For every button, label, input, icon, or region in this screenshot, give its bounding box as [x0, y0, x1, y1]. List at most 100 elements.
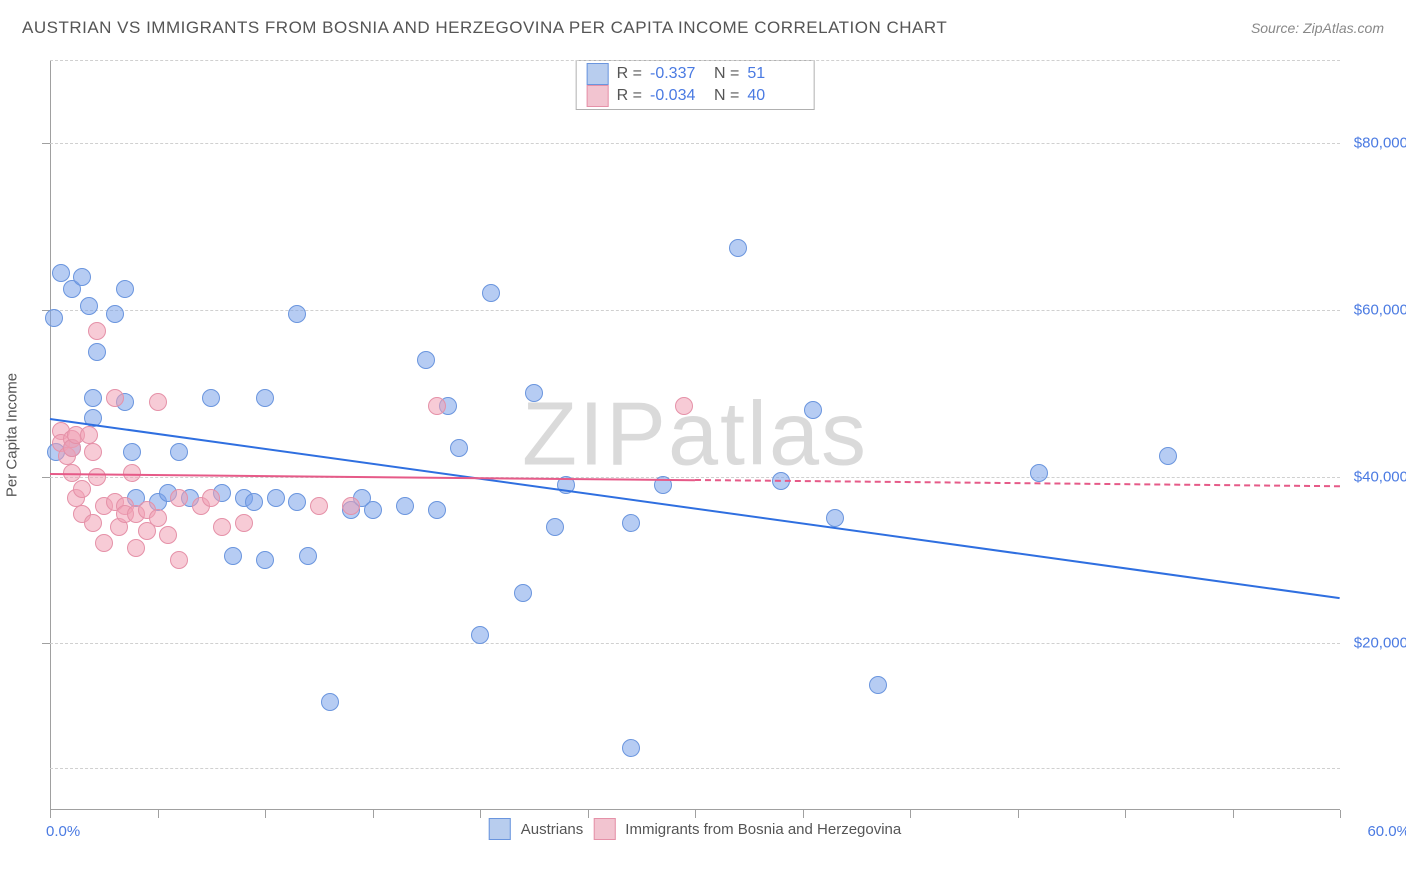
data-point	[364, 501, 382, 519]
x-tick	[265, 810, 266, 818]
data-point	[471, 626, 489, 644]
data-point	[88, 322, 106, 340]
data-point	[675, 397, 693, 415]
data-point	[417, 351, 435, 369]
legend-series-label: Immigrants from Bosnia and Herzegovina	[625, 821, 901, 838]
legend-n-label: N =	[714, 87, 739, 105]
data-point	[73, 480, 91, 498]
data-point	[525, 384, 543, 402]
gridline	[50, 310, 1340, 311]
data-point	[123, 464, 141, 482]
legend-n-label: N =	[714, 65, 739, 83]
data-point	[80, 426, 98, 444]
data-point	[482, 284, 500, 302]
gridline	[50, 60, 1340, 61]
legend-r-label: R =	[617, 65, 642, 83]
data-point	[450, 439, 468, 457]
gridline	[50, 143, 1340, 144]
data-point	[622, 739, 640, 757]
data-point	[170, 489, 188, 507]
data-point	[95, 534, 113, 552]
data-point	[235, 514, 253, 532]
scatter-plot: ZIPatlas R =-0.337N =51R =-0.034N =40 $2…	[50, 60, 1340, 810]
x-tick	[910, 810, 911, 818]
data-point	[80, 297, 98, 315]
data-point	[310, 497, 328, 515]
legend-swatch	[587, 63, 609, 85]
data-point	[245, 493, 263, 511]
data-point	[170, 443, 188, 461]
chart-title: AUSTRIAN VS IMMIGRANTS FROM BOSNIA AND H…	[22, 18, 947, 38]
data-point	[106, 305, 124, 323]
data-point	[1030, 464, 1048, 482]
data-point	[1159, 447, 1177, 465]
y-tick	[42, 643, 50, 644]
x-tick	[1125, 810, 1126, 818]
data-point	[428, 501, 446, 519]
data-point	[321, 693, 339, 711]
data-point	[256, 551, 274, 569]
data-point	[202, 389, 220, 407]
data-point	[127, 539, 145, 557]
gridline	[50, 768, 1340, 769]
legend-n-value: 40	[747, 87, 803, 105]
data-point	[224, 547, 242, 565]
x-max-label: 60.0%	[1367, 823, 1406, 840]
x-tick	[373, 810, 374, 818]
watermark: ZIPatlas	[522, 384, 868, 487]
legend-swatch	[593, 818, 615, 840]
source-label: Source: ZipAtlas.com	[1251, 20, 1384, 36]
data-point	[804, 401, 822, 419]
data-point	[288, 493, 306, 511]
legend-n-value: 51	[747, 65, 803, 83]
data-point	[88, 468, 106, 486]
y-axis-label: Per Capita Income	[4, 373, 21, 497]
data-point	[267, 489, 285, 507]
legend-stat-row: R = -0.034 N = 40	[587, 85, 804, 107]
data-point	[84, 443, 102, 461]
data-point	[149, 393, 167, 411]
data-point	[88, 343, 106, 361]
data-point	[149, 509, 167, 527]
data-point	[106, 389, 124, 407]
data-point	[869, 676, 887, 694]
x-tick	[50, 810, 51, 818]
data-point	[256, 389, 274, 407]
x-tick	[695, 810, 696, 818]
data-point	[213, 518, 231, 536]
legend-swatch	[587, 85, 609, 107]
legend-stats: R = -0.337 N = 51 R = -0.034 N = 40	[576, 60, 815, 110]
data-point	[622, 514, 640, 532]
x-min-label: 0.0%	[46, 823, 80, 840]
x-tick	[1340, 810, 1341, 818]
legend-r-label: R =	[617, 87, 642, 105]
x-tick	[1233, 810, 1234, 818]
legend-r-value: -0.337	[650, 65, 706, 83]
data-point	[123, 443, 141, 461]
data-point	[116, 280, 134, 298]
x-tick	[158, 810, 159, 818]
data-point	[428, 397, 446, 415]
y-tick-label: $80,000	[1354, 135, 1406, 152]
legend-series-label: Austrians	[521, 821, 584, 838]
legend-r-value: -0.034	[650, 87, 706, 105]
data-point	[342, 497, 360, 515]
y-tick-label: $40,000	[1354, 468, 1406, 485]
legend-swatch	[489, 818, 511, 840]
data-point	[73, 268, 91, 286]
data-point	[514, 584, 532, 602]
x-tick	[480, 810, 481, 818]
chart-area: Per Capita Income ZIPatlas R =-0.337N =5…	[50, 60, 1340, 810]
data-point	[288, 305, 306, 323]
y-tick-label: $20,000	[1354, 635, 1406, 652]
x-tick	[588, 810, 589, 818]
data-point	[84, 514, 102, 532]
y-tick-label: $60,000	[1354, 302, 1406, 319]
gridline	[50, 643, 1340, 644]
data-point	[826, 509, 844, 527]
legend-bottom: Austrians Immigrants from Bosnia and Herz…	[489, 818, 902, 840]
y-tick	[42, 143, 50, 144]
data-point	[84, 389, 102, 407]
data-point	[299, 547, 317, 565]
data-point	[202, 489, 220, 507]
